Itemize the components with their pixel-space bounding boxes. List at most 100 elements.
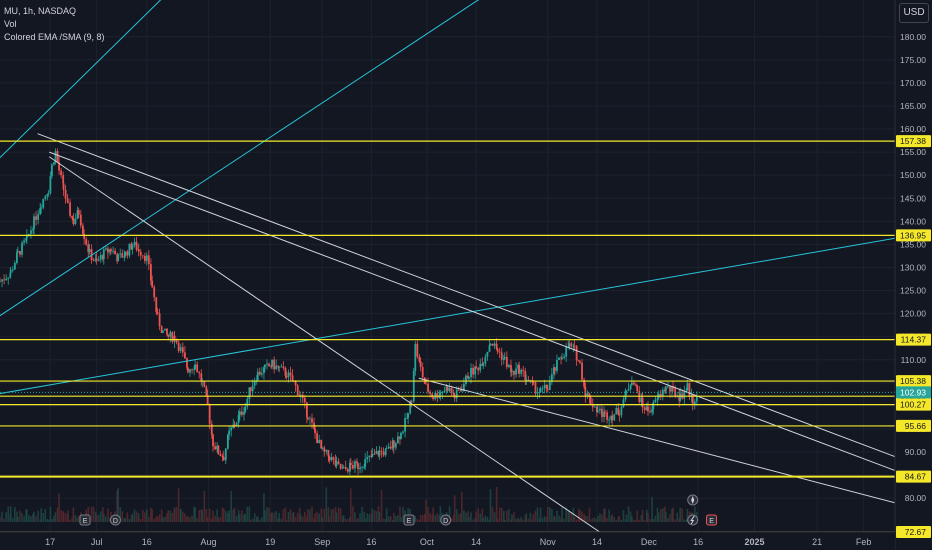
volume-bar [60,510,62,522]
candle-body [158,313,161,327]
candle-body [419,361,422,368]
candle-body [161,330,164,333]
volume-bar [392,519,394,522]
volume-bar [400,517,402,522]
candle-body [107,248,109,253]
candle-body [524,370,527,380]
volume-bar [416,519,419,522]
volume-bar [173,508,176,522]
candle-body [484,356,487,364]
volume-bar [686,508,689,522]
candle-body [169,332,172,337]
volume-bar [377,506,380,522]
candle-body [357,463,359,470]
candle-body [354,461,356,469]
volume-bar [685,519,688,522]
candle-body [49,176,52,193]
candle-body [366,457,369,460]
candle-body [238,411,241,416]
currency-button[interactable]: USD [899,3,929,23]
volume-indicator-label[interactable]: Vol [4,19,17,29]
candle-body [0,281,1,283]
candle-body [410,401,413,402]
candle-body [92,259,95,261]
volume-bar [94,511,97,522]
volume-bar [123,517,126,522]
candle-body [672,386,674,389]
candle-body [596,410,599,413]
volume-bar [301,516,304,522]
candle-body [525,379,528,381]
candle-body [664,386,667,392]
volume-bar [393,512,395,522]
candle-body [663,389,666,392]
volume-bar [589,519,592,522]
x-tick-label: 16 [142,537,152,547]
volume-bar [643,519,646,522]
candle-body [389,446,392,449]
volume-bar [436,512,439,522]
level-tag-label: 100.27 [900,400,926,410]
volume-bar [567,511,570,522]
candle-body [545,384,548,390]
volume-bar [380,489,383,522]
volume-bar [395,515,397,522]
volume-bar [538,518,541,522]
ema-indicator-label[interactable]: Colored EMA /SMA (9, 8) [4,32,105,42]
candle-body [193,369,196,371]
candle-body [399,436,401,440]
volume-bar [294,516,297,522]
candle-body [246,398,249,407]
x-tick-label: 21 [812,537,822,547]
candle-body [425,383,427,385]
symbol-line[interactable]: MU, 1h, NASDAQ [4,6,77,16]
candle-body [556,360,558,371]
candle-body [618,414,621,416]
volume-bar [486,516,489,522]
y-tick-label: 150.00 [900,170,926,180]
volume-bar [201,509,204,522]
candle-body [189,369,191,373]
volume-bar [349,517,351,522]
y-tick-label: 110.00 [901,355,927,365]
volume-bar [126,512,129,522]
candle-body [532,382,535,384]
volume-bar [500,507,503,522]
candle-body [414,343,417,372]
volume-bar [23,516,25,522]
candle-body [270,366,272,367]
candle-body [652,402,655,410]
candle-body [452,393,455,396]
candle-body [475,366,478,368]
volume-bar [156,516,159,522]
volume-bar [662,508,664,522]
candle-body [271,359,273,367]
volume-bar [277,518,280,522]
volume-bar [237,510,240,522]
volume-bar [518,519,520,522]
level-tag-box [896,229,931,242]
volume-bar [472,519,474,522]
candle-body [468,377,470,379]
volume-bar [332,509,335,522]
trend-line [37,133,895,458]
candle-body [321,447,324,449]
candle-body [375,450,378,454]
volume-bar [560,517,562,522]
candle-body [323,447,326,452]
candle-body [62,175,65,184]
volume-bar [676,512,678,522]
volume-bar [520,517,522,522]
candle-body [394,443,397,448]
candle-body [130,243,133,250]
volume-bar [649,519,651,522]
volume-bar [513,512,515,522]
candle-body [691,394,694,406]
volume-bar [541,517,544,522]
candle-body [335,461,338,466]
candle-body [64,189,67,199]
x-tick-label: Sep [314,537,330,547]
candle-body [479,363,482,371]
